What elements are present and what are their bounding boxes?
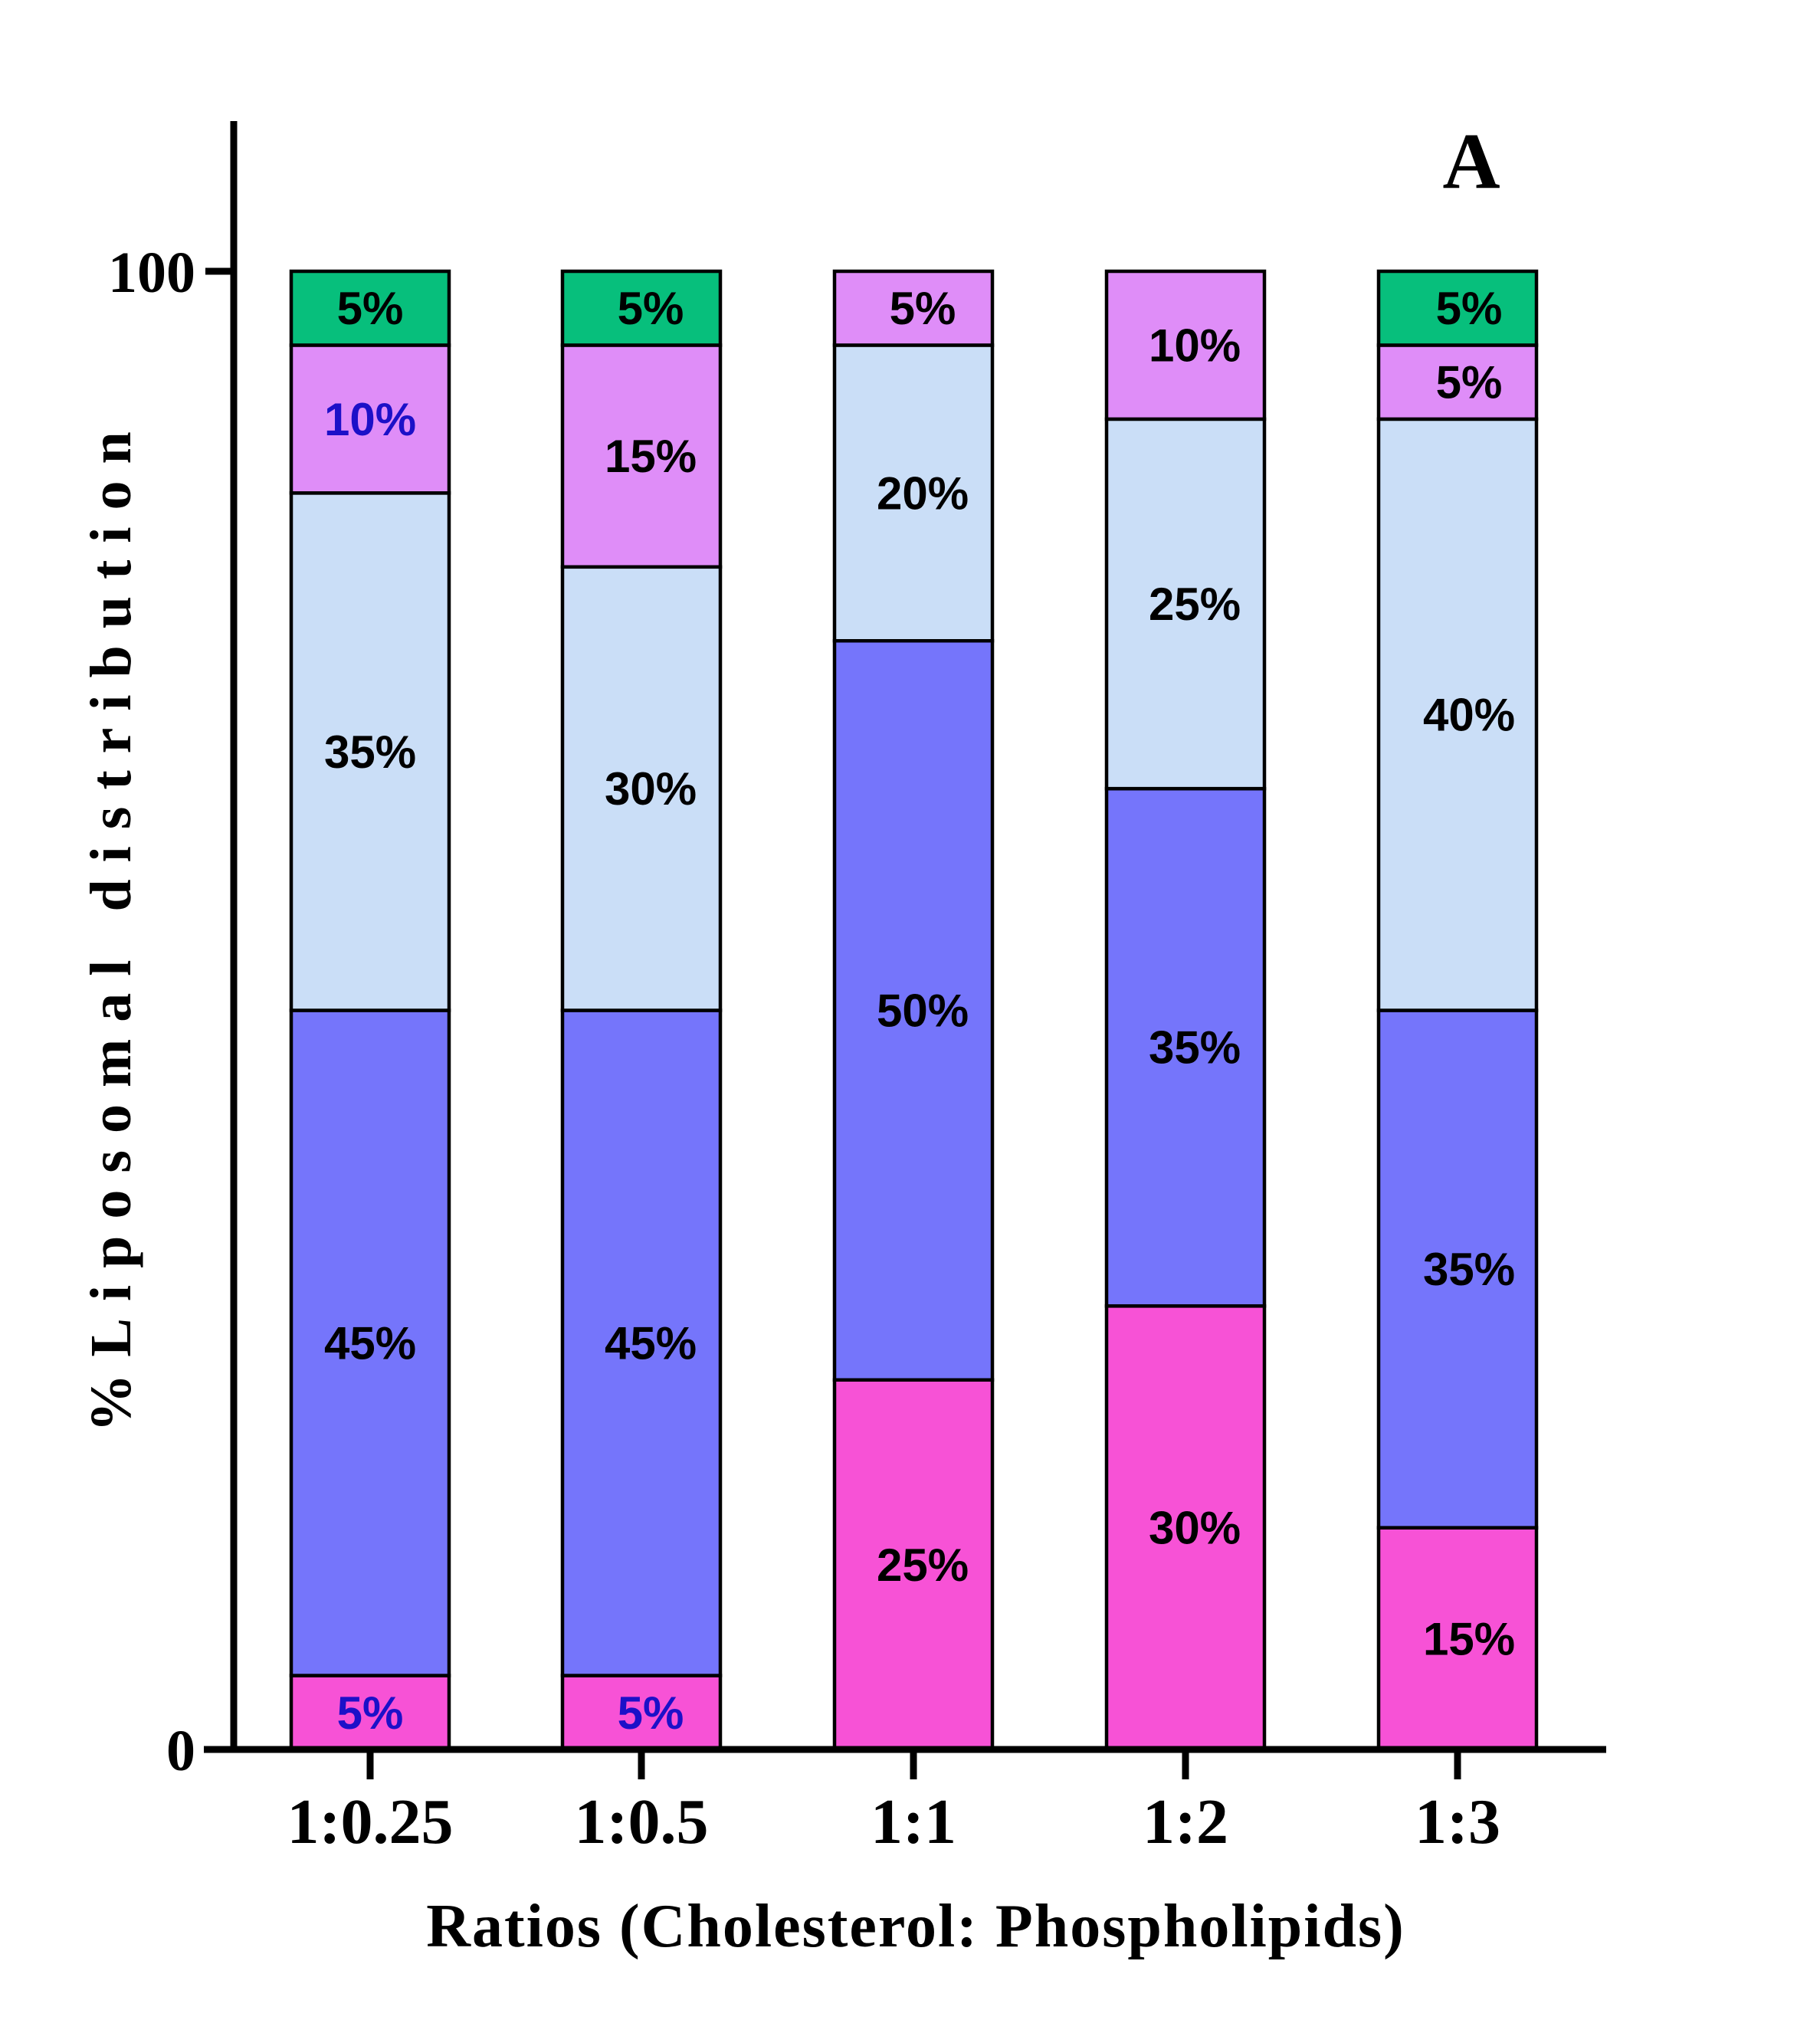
data-labels-group: 5% 45% 35% 10% 5% 5% 45% 30% 15% 5% 25% 50% 20% 5% 30%… bbox=[324, 283, 1515, 1739]
bar-segment bbox=[832, 639, 995, 1382]
x-tick-label: 1:3 bbox=[1415, 1786, 1500, 1858]
x-tick-label: 1:0.5 bbox=[575, 1786, 709, 1858]
data-label: 5% bbox=[1436, 283, 1503, 334]
bar-segment bbox=[560, 1008, 723, 1677]
data-label: 50% bbox=[877, 985, 969, 1037]
data-label: 40% bbox=[1423, 690, 1515, 741]
bar-segment bbox=[1104, 417, 1267, 791]
y-axis-title: %Liposomal distribution bbox=[79, 415, 143, 1431]
data-label: 35% bbox=[324, 726, 416, 778]
bar-segment bbox=[289, 269, 451, 347]
data-label: 30% bbox=[605, 763, 697, 815]
bar-segment bbox=[289, 1674, 451, 1752]
y-tick-label: 0 bbox=[166, 1719, 195, 1783]
data-label: 10% bbox=[1149, 320, 1241, 371]
data-label: 30% bbox=[1149, 1503, 1241, 1554]
bar-segment bbox=[1104, 786, 1267, 1308]
x-tick-label: 1:1 bbox=[871, 1786, 956, 1858]
bar-segment bbox=[289, 343, 451, 495]
bar-segment bbox=[560, 1674, 723, 1752]
y-ticks-group: 0 100 bbox=[108, 241, 234, 1783]
bar-segment bbox=[289, 1008, 451, 1677]
data-label: 35% bbox=[1149, 1022, 1241, 1074]
bar-segment bbox=[1376, 417, 1539, 1012]
bar-segment bbox=[1376, 1526, 1539, 1752]
data-label: 5% bbox=[337, 1687, 404, 1739]
data-label: 5% bbox=[618, 283, 684, 334]
bars-group bbox=[289, 269, 1539, 1752]
bar-segment bbox=[1376, 1008, 1539, 1530]
bar-segment bbox=[832, 1378, 995, 1752]
data-label: 25% bbox=[877, 1540, 969, 1591]
bar-segment bbox=[560, 565, 723, 1012]
data-label: 10% bbox=[324, 394, 416, 445]
data-label: 25% bbox=[1149, 579, 1241, 630]
panel-label: A bbox=[1442, 117, 1500, 205]
data-label: 5% bbox=[337, 283, 404, 334]
data-label: 15% bbox=[605, 431, 697, 482]
x-ticks-group: 1:0.25 1:0.5 1:1 1:2 1:3 bbox=[287, 1749, 1500, 1858]
y-tick-label: 100 bbox=[108, 241, 195, 305]
bar-segment bbox=[560, 343, 723, 569]
data-label: 15% bbox=[1423, 1613, 1515, 1664]
bar-segment bbox=[560, 269, 723, 347]
bar-segment bbox=[1104, 1304, 1267, 1752]
data-label: 5% bbox=[890, 283, 956, 334]
data-label: 45% bbox=[605, 1318, 697, 1369]
x-axis-title: Ratios (Cholesterol: Phospholipids) bbox=[426, 1893, 1405, 1960]
bar-segment bbox=[832, 269, 995, 347]
data-label: 45% bbox=[324, 1318, 416, 1369]
x-tick-label: 1:2 bbox=[1143, 1786, 1228, 1858]
data-label: 20% bbox=[877, 467, 969, 519]
data-label: 35% bbox=[1423, 1244, 1515, 1295]
bar-segment bbox=[1104, 269, 1267, 421]
bar-segment bbox=[832, 343, 995, 643]
data-label: 5% bbox=[1436, 357, 1503, 408]
data-label: 5% bbox=[618, 1687, 684, 1739]
bar-segment bbox=[1376, 269, 1539, 347]
x-tick-label: 1:0.25 bbox=[287, 1786, 454, 1858]
